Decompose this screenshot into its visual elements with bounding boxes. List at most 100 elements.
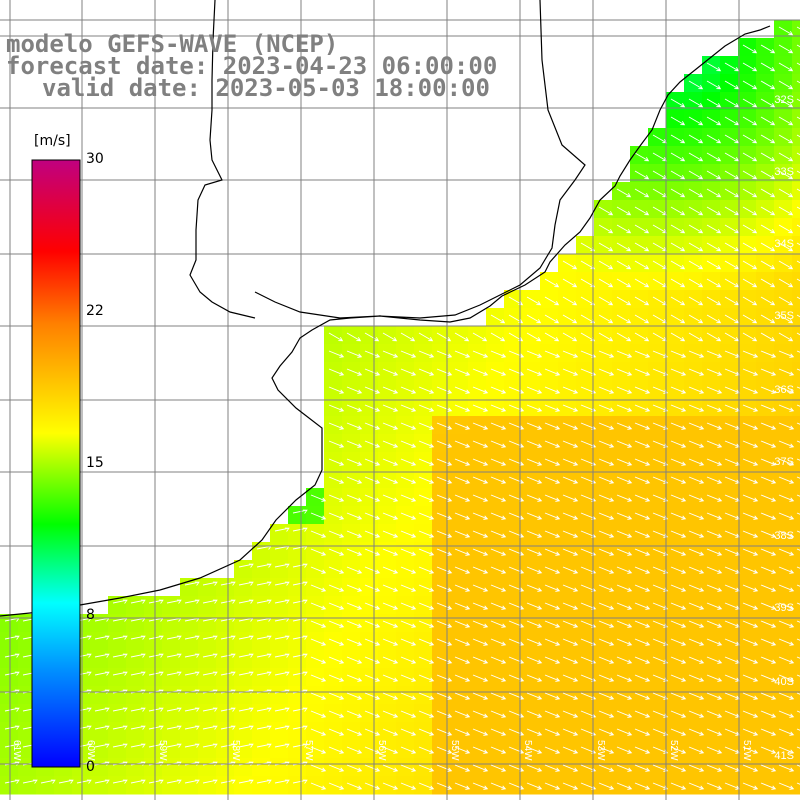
wind-arrow [796, 44, 800, 48]
wind-arrow [670, 422, 687, 430]
wind-arrow [778, 224, 794, 234]
wind-arrow [616, 692, 633, 700]
speed-cell [360, 362, 379, 381]
speed-cell [522, 380, 541, 399]
wind-arrow [544, 494, 561, 502]
speed-cell [720, 452, 739, 471]
speed-cell [90, 632, 109, 651]
speed-cell [486, 632, 505, 651]
wind-arrow [562, 368, 579, 376]
wind-arrow [22, 779, 38, 784]
wind-arrow [760, 80, 776, 90]
wind-arrow [472, 494, 489, 502]
wind-arrow [490, 620, 507, 628]
wind-arrow [472, 728, 489, 736]
wind-arrow [454, 458, 471, 466]
speed-cell [540, 542, 559, 561]
speed-cell [324, 704, 343, 723]
speed-cell [756, 686, 775, 705]
wind-arrow [670, 602, 687, 610]
wind-arrow [418, 332, 434, 342]
wind-arrow [796, 602, 800, 605]
wind-arrow [742, 260, 758, 270]
wind-arrow [400, 476, 417, 484]
wind-arrow [418, 422, 435, 430]
wind-arrow [508, 440, 525, 448]
wind-arrow [490, 332, 506, 342]
speed-cell [594, 776, 613, 795]
speed-cell [288, 686, 307, 705]
wind-arrow [382, 692, 399, 700]
lon-label-55w: 55W [449, 740, 460, 761]
speed-cell [468, 452, 487, 471]
wind-arrow [544, 530, 561, 538]
speed-cell [630, 686, 649, 705]
wind-arrow [742, 602, 759, 610]
speed-cell [288, 650, 307, 669]
speed-cell [198, 722, 217, 741]
wind-arrow [796, 224, 800, 228]
wind-arrow [346, 602, 363, 610]
wind-arrow [544, 368, 561, 376]
wind-arrow [418, 728, 435, 736]
wind-arrow [490, 458, 507, 466]
wind-arrow [796, 512, 800, 515]
speed-cell [648, 542, 667, 561]
wind-arrow [634, 530, 651, 538]
wind-arrow [76, 779, 92, 784]
speed-cell [648, 578, 667, 597]
speed-cell [720, 542, 739, 561]
speed-cell [504, 506, 523, 525]
wind-arrow [454, 656, 471, 664]
wind-arrow [544, 278, 560, 288]
speed-cell [792, 758, 800, 777]
wind-arrow [778, 80, 794, 90]
speed-cell [342, 686, 361, 705]
wind-arrow [346, 440, 363, 448]
wind-arrow [382, 746, 399, 754]
wind-arrow [796, 674, 800, 677]
speed-cell [306, 614, 325, 633]
speed-cell [126, 614, 145, 633]
speed-cell [504, 524, 523, 543]
wind-arrow [742, 476, 759, 484]
speed-cell [792, 452, 800, 471]
speed-cell [594, 506, 613, 525]
speed-cell [666, 542, 685, 561]
speed-cell [774, 560, 793, 579]
speed-cell [486, 560, 505, 579]
speed-cell [486, 740, 505, 759]
speed-cell [252, 596, 271, 615]
wind-arrow [706, 602, 723, 610]
speed-cell [342, 434, 361, 453]
speed-cell [144, 614, 163, 633]
lon-label-58w: 58W [230, 740, 241, 761]
wind-arrow [256, 779, 272, 784]
speed-cell [612, 398, 631, 417]
speed-cell [396, 758, 415, 777]
speed-cell [684, 614, 703, 633]
speed-cell [486, 614, 505, 633]
speed-cell [648, 776, 667, 795]
speed-cell [720, 650, 739, 669]
wind-arrow [112, 743, 128, 748]
wind-arrow [418, 386, 435, 394]
speed-cell [522, 452, 541, 471]
speed-cell [486, 704, 505, 723]
speed-cell [558, 344, 577, 363]
wind-arrow [544, 566, 561, 574]
speed-cell [522, 632, 541, 651]
speed-cell [756, 470, 775, 489]
speed-cell [684, 416, 703, 435]
wind-arrow [472, 368, 489, 376]
speed-cell [792, 362, 800, 381]
wind-arrow [418, 656, 435, 664]
wind-arrow [706, 746, 723, 754]
speed-cell [486, 434, 505, 453]
speed-cell [630, 614, 649, 633]
wind-arrow [184, 653, 200, 658]
speed-cell [612, 524, 631, 543]
speed-cell [612, 344, 631, 363]
wind-arrow [742, 584, 759, 592]
